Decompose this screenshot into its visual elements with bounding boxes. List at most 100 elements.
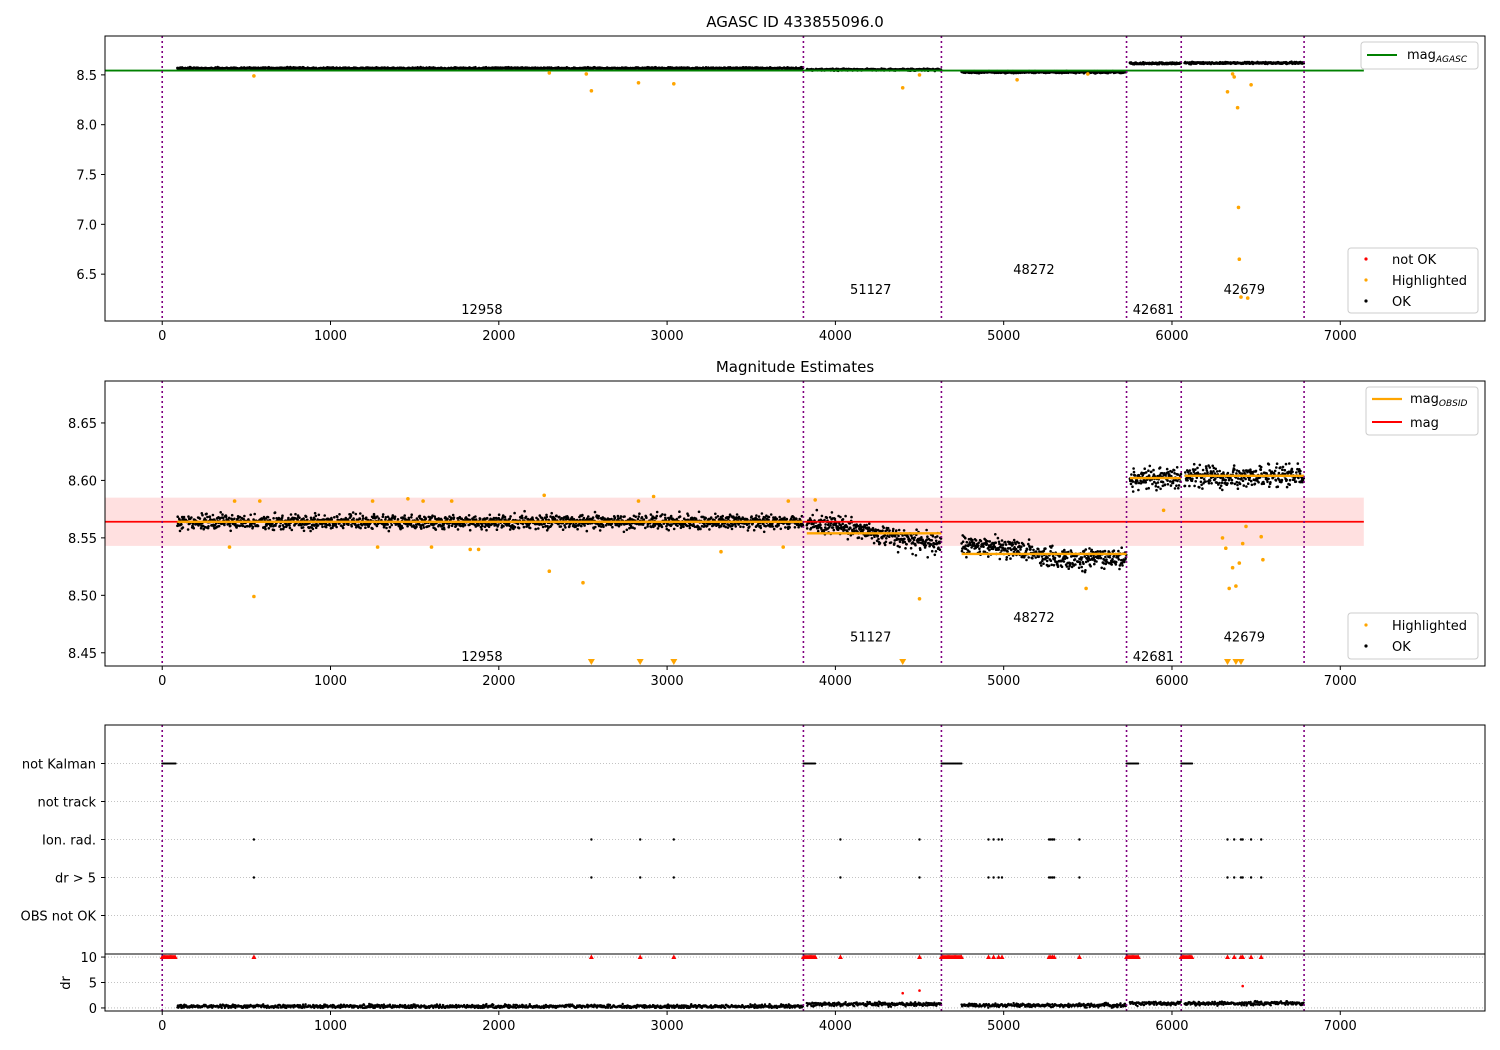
ok-point xyxy=(898,545,901,549)
ok-point xyxy=(253,512,256,516)
ok-point xyxy=(570,516,574,519)
ok-point xyxy=(381,515,385,518)
ok-point xyxy=(176,515,179,518)
ok-point xyxy=(513,511,516,515)
ok-point xyxy=(841,522,844,526)
ok-point xyxy=(235,526,238,529)
ok-point xyxy=(860,537,864,540)
ok-point xyxy=(678,510,681,513)
obsid-label: 48272 xyxy=(1013,263,1054,278)
ok-point xyxy=(415,525,418,528)
ok-point xyxy=(387,529,391,533)
ok-point xyxy=(246,524,249,528)
ok-point xyxy=(622,530,626,534)
ok-point xyxy=(349,514,353,518)
ok-point xyxy=(775,517,779,521)
ok-point xyxy=(450,516,453,520)
ok-point xyxy=(233,517,236,521)
ok-point xyxy=(364,526,367,529)
ok-point xyxy=(434,528,438,531)
ok-point xyxy=(272,528,276,532)
ok-point xyxy=(186,528,190,531)
ok-point xyxy=(279,528,283,531)
ok-point xyxy=(190,516,193,519)
ok-point xyxy=(676,524,679,527)
highlighted-point xyxy=(1225,90,1230,94)
ok-point xyxy=(889,541,893,544)
ok-point xyxy=(587,515,590,518)
ok-point xyxy=(199,526,203,530)
ok-point xyxy=(328,524,332,527)
ok-point xyxy=(410,513,414,516)
ok-point xyxy=(897,534,900,538)
ok-point xyxy=(418,514,422,518)
ok-point xyxy=(452,516,456,519)
ok-point xyxy=(316,524,320,527)
ok-point xyxy=(602,525,605,529)
ok-point xyxy=(541,525,545,529)
ok-point xyxy=(321,525,324,529)
ok-point xyxy=(820,514,824,518)
ok-point xyxy=(667,528,670,532)
ok-point xyxy=(616,514,620,518)
ok-point xyxy=(485,516,489,520)
ok-point xyxy=(884,540,888,544)
ok-point xyxy=(487,525,491,529)
ok-point xyxy=(288,524,291,527)
ok-point xyxy=(508,517,512,520)
ok-point xyxy=(180,523,183,526)
ok-point xyxy=(895,529,898,532)
ok-point xyxy=(825,516,829,519)
ok-point xyxy=(223,523,226,527)
ok-point xyxy=(243,514,246,518)
ok-point xyxy=(561,528,565,531)
ok-point xyxy=(829,524,832,527)
ok-point xyxy=(456,528,460,531)
ok-point xyxy=(604,524,608,527)
ok-point xyxy=(528,526,532,530)
ok-point xyxy=(207,525,210,528)
ok-point xyxy=(516,522,520,526)
ok-point xyxy=(704,516,707,520)
ok-point xyxy=(550,523,554,526)
x-tick-label: 4000 xyxy=(819,329,852,344)
ok-point xyxy=(640,516,644,519)
ok-point xyxy=(347,523,350,526)
ok-point xyxy=(742,525,745,529)
y-tick-label: 6.5 xyxy=(76,268,97,283)
x-tick-label: 5000 xyxy=(987,329,1020,344)
legend-label-not-ok: not OK xyxy=(1392,253,1437,268)
ok-point xyxy=(384,518,387,521)
ok-point xyxy=(229,529,232,533)
highlighted-point xyxy=(1232,75,1236,79)
ok-point xyxy=(649,513,653,516)
ok-point xyxy=(314,514,318,518)
x-tick-label: 6000 xyxy=(1155,329,1188,344)
panel-agasc: AGASC ID 433855096.0 1295851127482724268… xyxy=(76,13,1486,344)
ok-point xyxy=(591,516,595,519)
ok-point xyxy=(625,528,629,532)
ok-point xyxy=(266,515,270,519)
highlighted-point xyxy=(252,74,256,78)
ok-point xyxy=(421,523,425,527)
ok-point xyxy=(521,522,525,526)
ok-point xyxy=(335,525,338,529)
ok-point xyxy=(849,526,852,530)
highlighted-point xyxy=(1015,78,1019,82)
ok-point xyxy=(757,515,761,518)
ok-point xyxy=(333,516,336,519)
obsid-label: 51127 xyxy=(850,283,891,298)
ok-point xyxy=(359,526,362,530)
ok-point xyxy=(613,516,617,519)
ok-point xyxy=(868,522,871,525)
ok-point xyxy=(832,528,836,532)
ok-point xyxy=(637,515,640,518)
ok-point xyxy=(352,517,355,520)
ok-point xyxy=(688,526,692,530)
ok-point xyxy=(336,515,339,519)
ok-point xyxy=(724,525,727,529)
ok-point xyxy=(687,514,690,517)
ok-point xyxy=(209,518,212,521)
ok-point xyxy=(888,529,891,532)
ok-point xyxy=(301,526,305,529)
